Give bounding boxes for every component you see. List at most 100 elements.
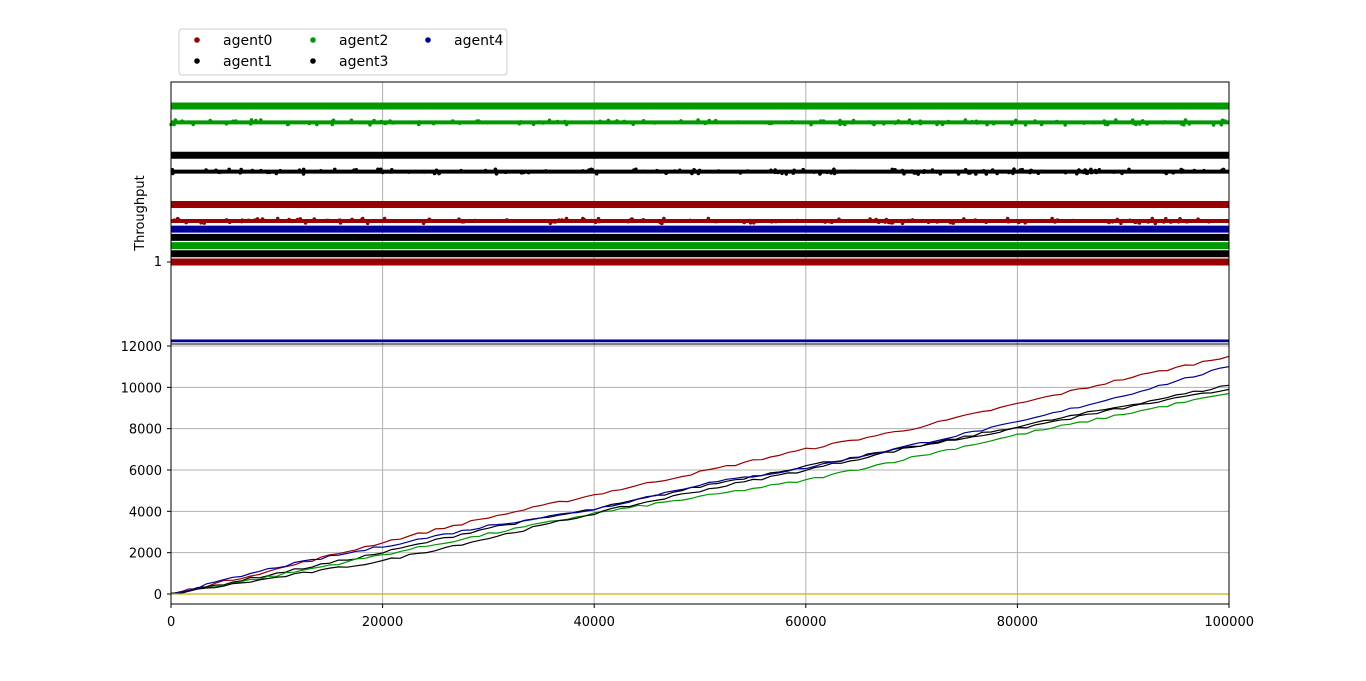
band-point-agent0 <box>287 217 291 222</box>
band-point-agent3 <box>1171 170 1176 175</box>
band-point-agent3 <box>990 168 995 172</box>
band-point-agent0 <box>662 216 666 221</box>
band-point-agent2 <box>632 120 637 125</box>
band-point-agent0 <box>227 220 232 224</box>
band-point-agent0 <box>769 219 774 224</box>
band-point-agent2 <box>331 118 336 123</box>
band-point-agent2 <box>388 119 392 123</box>
band-point-agent3 <box>390 168 394 172</box>
band-point-agent0 <box>298 217 303 221</box>
band-agent3-3 <box>170 167 1229 176</box>
band-point-agent3 <box>776 170 780 175</box>
band-point-agent2 <box>554 120 559 124</box>
band-point-agent2 <box>821 119 826 123</box>
band-point-agent3 <box>1097 168 1102 172</box>
band-point-agent3 <box>634 167 638 172</box>
band-point-agent2 <box>963 118 968 122</box>
band-point-agent0 <box>828 219 832 224</box>
band-point-agent3 <box>354 168 359 172</box>
band-point-agent3 <box>170 171 175 176</box>
band-point-agent3 <box>745 169 750 173</box>
band-point-agent0 <box>886 220 891 225</box>
band-point-agent2 <box>248 122 253 126</box>
band-point-agent3 <box>297 168 302 172</box>
series-line-agent0 <box>170 355 1230 594</box>
band-point-agent0 <box>973 219 977 224</box>
band-point-agent3 <box>984 172 989 176</box>
band-point-agent3 <box>678 168 682 173</box>
band-agent0-5 <box>171 216 1229 226</box>
band-point-agent0 <box>1023 220 1027 225</box>
legend-entry-agent2: agent2 <box>310 33 388 49</box>
band-point-agent3 <box>716 169 721 173</box>
band-point-agent0 <box>557 218 561 222</box>
band-point-agent0 <box>365 219 369 223</box>
throughput-y-tick: 1 <box>154 255 171 270</box>
band-point-agent2 <box>191 122 195 127</box>
band-point-agent3 <box>227 167 231 172</box>
band-point-agent0 <box>868 217 872 221</box>
band-point-agent3 <box>1221 167 1226 172</box>
band-point-agent0 <box>1196 217 1200 221</box>
band-point-agent3 <box>956 172 961 176</box>
band-point-agent2 <box>1183 118 1188 122</box>
band-point-agent2 <box>703 121 707 126</box>
band-point-agent3 <box>274 171 279 176</box>
band-point-agent0 <box>1070 219 1075 223</box>
cumulative-y-tick-label: 6000 <box>129 464 162 479</box>
band-point-agent3 <box>581 169 585 173</box>
cumulative-y-tick-label: 2000 <box>129 547 162 562</box>
band-point-agent3 <box>544 169 548 173</box>
band-point-agent3 <box>902 171 906 176</box>
band-point-agent0 <box>1137 221 1142 225</box>
band-point-agent0 <box>774 219 778 224</box>
band-point-agent2 <box>978 120 982 124</box>
band-point-agent2 <box>622 119 627 124</box>
band-point-agent2 <box>841 121 845 126</box>
band-point-agent2 <box>391 121 396 125</box>
band-point-agent3 <box>376 167 380 172</box>
band-point-agent2 <box>940 122 945 127</box>
band-point-agent3 <box>522 170 526 175</box>
band-point-agent3 <box>319 169 323 173</box>
band-point-agent3 <box>738 171 743 175</box>
band-point-agent0 <box>175 216 180 221</box>
cumulative-y-ticks: 0 2000 4000 6000 8000 10000 12000 <box>121 340 171 603</box>
band-point-agent3 <box>893 168 897 172</box>
band-point-agent3 <box>1192 168 1197 173</box>
band-point-agent2 <box>695 120 699 125</box>
band-point-agent3 <box>1028 170 1032 175</box>
band-point-agent2 <box>763 120 767 125</box>
throughput-y-tick-label: 1 <box>154 255 162 270</box>
band-point-agent3 <box>301 167 306 172</box>
band-point-agent2 <box>1140 119 1145 123</box>
band-point-agent3 <box>1012 167 1016 171</box>
band-point-agent2 <box>882 122 886 126</box>
band-point-agent2 <box>1063 123 1067 127</box>
band-point-agent3 <box>1036 171 1041 175</box>
band-point-agent0 <box>359 218 364 222</box>
band-point-agent0 <box>184 219 189 223</box>
band-point-agent3 <box>1089 170 1094 175</box>
band-point-agent2 <box>1107 120 1112 125</box>
band-point-agent0 <box>201 219 205 224</box>
legend-entry-agent0: agent0 <box>194 33 272 49</box>
legend: agent0 agent1 agent2 agent3 agent4 <box>178 28 508 76</box>
band-point-agent0 <box>702 219 707 223</box>
band-point-agent2 <box>975 121 979 125</box>
band-point-agent0 <box>333 219 337 223</box>
band-point-agent2 <box>736 120 740 124</box>
band-point-agent2 <box>1054 119 1059 124</box>
throughput-panel: 1 Throughput <box>133 81 1230 345</box>
band-point-agent3 <box>590 168 595 172</box>
band-point-agent3 <box>1082 170 1086 175</box>
band-point-agent0 <box>1005 216 1010 221</box>
band-point-agent0 <box>246 218 251 223</box>
legend-label-agent2: agent2 <box>339 33 388 49</box>
band-point-agent0 <box>706 216 711 221</box>
band-point-agent3 <box>1018 168 1023 172</box>
band-point-agent0 <box>1146 220 1150 224</box>
band-point-agent3 <box>250 168 255 173</box>
legend-marker-agent2 <box>310 37 316 43</box>
